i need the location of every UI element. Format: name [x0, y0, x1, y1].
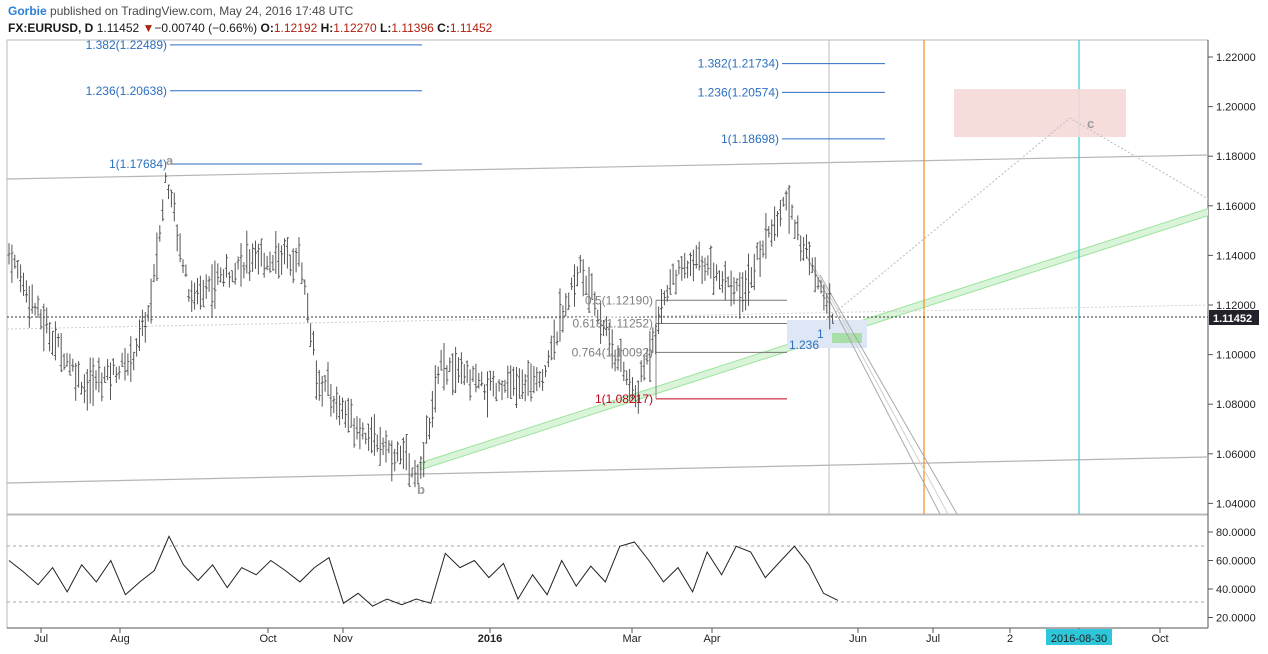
author-name[interactable]: Gorbie	[8, 4, 47, 18]
published-text: published on TradingView.com, May 24, 20…	[50, 4, 354, 18]
low-label: L:	[380, 21, 392, 35]
price-tick-label: 1.04000	[1216, 498, 1256, 510]
time-tick-label: Aug	[110, 633, 130, 645]
osc-tick-label: 20.0000	[1216, 613, 1256, 625]
time-tick-label: Jul	[34, 633, 48, 645]
fib-retracement-label: 0.5(1.12190)	[585, 293, 653, 307]
time-tick-label: 2016-08-30	[1051, 633, 1107, 645]
oscillator-pane-frame	[6, 514, 1209, 629]
osc-tick-label: 80.0000	[1216, 527, 1256, 539]
publish-header: Gorbie published on TradingView.com, May…	[8, 4, 353, 18]
fib-retracement-label: 0.618(1.11252)	[572, 317, 653, 331]
faint-trend-line	[7, 304, 1208, 330]
current-price-tag	[1209, 310, 1259, 325]
time-axis[interactable]: Jul Aug Oct Nov 2016 Mar Apr Jun Jul 2 2016-08-30 O…	[34, 628, 1169, 645]
price-tick-label: 1.12000	[1216, 300, 1256, 312]
time-tick-label: Oct	[1151, 633, 1168, 645]
time-tick-label: Jun	[849, 633, 867, 645]
target-zone-box[interactable]	[954, 89, 1126, 137]
fib-right-label: 1.382(1.21734)	[698, 57, 779, 71]
price-axis[interactable]: 1.22000 1.20000 1.18000 1.16000 1.14000 1.120…	[1208, 52, 1256, 510]
time-tick-label: Nov	[333, 633, 353, 645]
open-label: O:	[260, 21, 274, 35]
fib-left-label: 1(1.17684)	[109, 157, 167, 171]
channel-lower-line[interactable]	[7, 456, 1208, 484]
high-label: H:	[320, 21, 334, 35]
osc-tick-label: 60.0000	[1216, 556, 1256, 568]
time-tick-label: 2016	[478, 633, 502, 645]
close-label: C:	[437, 21, 450, 35]
channel-upper-line[interactable]	[7, 154, 1208, 180]
ohlc-bars[interactable]	[7, 172, 835, 488]
highlighted-date-tag	[1046, 629, 1112, 645]
price-tick-label: 1.22000	[1216, 52, 1256, 64]
price-tick-label: 1.06000	[1216, 449, 1256, 461]
down-channel-line-1[interactable]	[805, 254, 941, 514]
time-tick-label: Apr	[703, 633, 720, 645]
wave-label-a: a	[166, 153, 174, 168]
change-value: −0.00740 (−0.66%)	[154, 21, 258, 35]
price-tick-label: 1.08000	[1216, 399, 1256, 411]
open-value: 1.12192	[273, 21, 318, 35]
fib-left-label: 1.382(1.22489)	[86, 38, 167, 52]
fib-retracement-label: 0.764(1.10092)	[572, 345, 653, 359]
oscillator-axis[interactable]: 80.0000 60.0000 40.0000 20.0000	[1208, 527, 1256, 625]
price-tick-label: 1.18000	[1216, 151, 1256, 163]
price-tick-label: 1.10000	[1216, 350, 1256, 362]
price-tick-label: 1.16000	[1216, 201, 1256, 213]
symbol-label: FX:EURUSD, D	[8, 21, 94, 35]
symbol-header: FX:EURUSD, D 1.11452 ▼−0.00740 (−0.66%) …	[8, 21, 492, 35]
low-value: 1.11396	[391, 21, 434, 35]
oscillator-line[interactable]	[8, 535, 839, 607]
down-channel-line-2[interactable]	[819, 274, 958, 514]
projection-label-1236: 1.236	[789, 338, 819, 352]
time-tick-label: Jul	[926, 633, 940, 645]
fib-right-label: 1.236(1.20574)	[698, 85, 779, 99]
price-tick-label: 1.20000	[1216, 102, 1256, 114]
wave-projection-path[interactable]	[825, 117, 1210, 321]
main-pane[interactable]: 1.382(1.22489) 1.236(1.20638) 1(1.17684) 1.…	[7, 38, 1210, 514]
close-value: 1.11452	[449, 21, 493, 35]
current-price-tag-text: 1.11452	[1213, 313, 1252, 325]
projection-label-1: 1	[817, 327, 824, 341]
time-tick-label: Oct	[259, 633, 276, 645]
down-channel-mid-line	[812, 264, 949, 514]
fib-right-label: 1(1.18698)	[721, 132, 779, 146]
time-tick-label: Mar	[623, 633, 642, 645]
last-value: 1.11452	[96, 21, 140, 35]
time-tick-label: 2	[1007, 633, 1013, 645]
fib-retracement-label: 1(1.08217)	[595, 392, 653, 406]
price-tick-label: 1.14000	[1216, 250, 1256, 262]
projection-green-marker	[832, 333, 862, 343]
fib-lines[interactable]	[170, 44, 885, 400]
oscillator-pane[interactable]	[7, 535, 1208, 607]
down-arrow-icon: ▼	[142, 21, 155, 35]
wave-label-b: b	[417, 482, 425, 497]
wave-label-c: c	[1087, 116, 1094, 131]
osc-tick-label: 40.0000	[1216, 584, 1256, 596]
fib-left-label: 1.236(1.20638)	[86, 84, 167, 98]
high-value: 1.12270	[333, 21, 377, 35]
fib-labels: 1.382(1.22489) 1.236(1.20638) 1(1.17684) 1.…	[86, 38, 779, 406]
